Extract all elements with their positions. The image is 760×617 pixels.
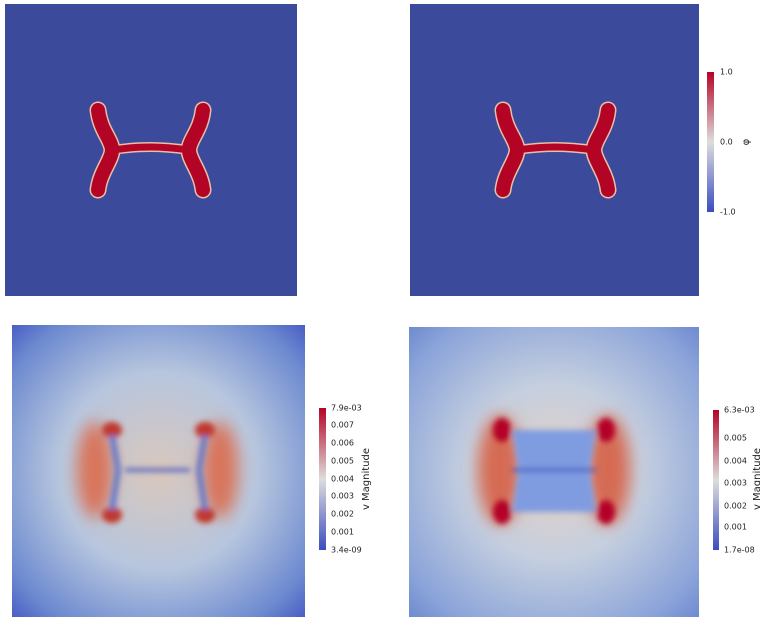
colorbar-tick: 0.004 xyxy=(724,457,747,466)
colorbar-tick: 0.002 xyxy=(724,502,747,511)
colorbar-tick: 0.0 xyxy=(720,138,733,147)
colorbar-title: φ xyxy=(741,138,752,145)
velocity-field xyxy=(493,418,615,524)
colorbar-tick: 6.3e-03 xyxy=(724,406,755,415)
colorbar-tick: 0.007 xyxy=(331,421,354,430)
colorbar-tick: 1.0 xyxy=(720,68,733,77)
colorbar xyxy=(707,72,714,212)
colorbar-tick: 0.006 xyxy=(331,439,354,448)
velocity-field xyxy=(478,415,630,525)
colorbar-tick: 0.001 xyxy=(724,523,747,532)
colorbar-tick: 0.003 xyxy=(331,492,354,501)
colorbar-tick: 1.7e-08 xyxy=(724,546,755,555)
colorbar xyxy=(713,410,719,550)
colorbar-tick: 7.9e-03 xyxy=(331,404,362,413)
colorbar-tick: 3.4e-09 xyxy=(331,546,362,555)
colorbar-tick: 0.003 xyxy=(724,479,747,488)
colorbar-title: v Magnitude xyxy=(752,448,760,510)
colorbar-tick: 0.001 xyxy=(331,528,354,537)
colorbar-tick: -1.0 xyxy=(720,208,736,217)
colorbar-tick: 0.005 xyxy=(331,457,354,466)
colorbar-tick: 0.005 xyxy=(724,434,747,443)
colorbar-title: v Magnitude xyxy=(361,448,372,510)
velocity-field xyxy=(102,422,215,523)
colorbar-tick: 0.004 xyxy=(331,475,354,484)
colorbar xyxy=(319,408,326,550)
velocity-field xyxy=(77,422,238,518)
colorbar-tick: 0.002 xyxy=(331,510,354,519)
